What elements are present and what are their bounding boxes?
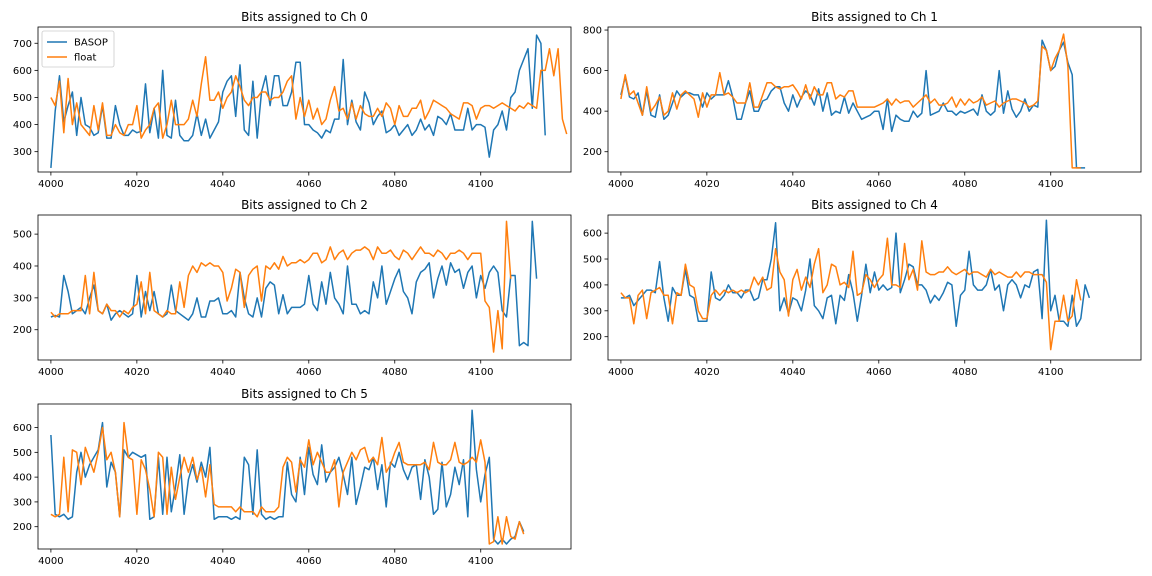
x-tick-label: 4100: [468, 179, 493, 190]
x-tick-label: 4100: [1038, 367, 1063, 378]
series-line-basop: [620, 219, 1091, 328]
x-tick-label: 4060: [296, 556, 321, 567]
x-tick-label: 4020: [124, 367, 149, 378]
y-tick-label: 700: [13, 39, 32, 50]
y-tick-label: 600: [583, 229, 602, 240]
y-tick-label: 300: [583, 306, 602, 317]
series-line-basop: [50, 34, 546, 168]
x-tick-label: 4040: [780, 367, 805, 378]
x-tick-label: 4100: [1038, 179, 1063, 190]
x-tick-label: 4060: [866, 367, 891, 378]
series-line-float: [620, 33, 1081, 169]
series-line-basop: [50, 409, 525, 545]
y-tick-label: 500: [13, 93, 32, 104]
y-tick-label: 600: [13, 423, 32, 434]
axes-frame: [607, 26, 1142, 173]
series-line-float: [50, 47, 568, 139]
y-tick-label: 200: [583, 332, 602, 343]
chart-title: Bits assigned to Ch 5: [241, 387, 368, 401]
x-tick-label: 4000: [608, 367, 633, 378]
legend: BASOP float: [41, 30, 115, 68]
x-tick-label: 4040: [210, 556, 235, 567]
y-tick-label: 500: [13, 448, 32, 459]
axes-frame: [37, 403, 572, 550]
y-tick-label: 300: [13, 147, 32, 158]
x-tick-label: 4000: [38, 367, 63, 378]
x-tick-label: 4000: [608, 179, 633, 190]
x-tick-label: 4060: [296, 367, 321, 378]
y-tick-label: 600: [13, 66, 32, 77]
y-tick-label: 500: [583, 255, 602, 266]
series-line-float: [50, 421, 525, 545]
x-tick-label: 4100: [468, 556, 493, 567]
x-tick-label: 4020: [124, 556, 149, 567]
chart-title: Bits assigned to Ch 4: [811, 198, 938, 212]
subplot-1: Bits assigned to Ch 1 4000 4020 4040 4060 408…: [583, 10, 1142, 190]
y-tick-label: 400: [13, 261, 32, 272]
series-line-float: [620, 237, 1082, 351]
x-tick-label: 4080: [382, 367, 407, 378]
x-tick-label: 4020: [694, 367, 719, 378]
x-tick-label: 4080: [382, 556, 407, 567]
series-line-float: [50, 220, 512, 353]
x-tick-label: 4040: [210, 179, 235, 190]
axes-frame: [607, 214, 1142, 361]
y-tick-label: 400: [13, 473, 32, 484]
y-tick-label: 400: [13, 120, 32, 131]
y-tick-label: 400: [583, 280, 602, 291]
y-tick-label: 500: [13, 230, 32, 241]
y-tick-label: 200: [13, 522, 32, 533]
x-tick-label: 4060: [296, 179, 321, 190]
x-tick-label: 4060: [866, 179, 891, 190]
y-tick-label: 200: [583, 147, 602, 158]
y-tick-label: 200: [13, 325, 32, 336]
axes-frame: [37, 26, 572, 173]
subplot-4: Bits assigned to Ch 5 4000 4020 4040 4060 408…: [13, 387, 572, 567]
chart-title: Bits assigned to Ch 0: [241, 10, 368, 24]
legend-label-basop: BASOP: [74, 38, 108, 49]
x-tick-label: 4080: [382, 179, 407, 190]
x-tick-label: 4080: [952, 179, 977, 190]
y-tick-label: 300: [13, 497, 32, 508]
chart-title: Bits assigned to Ch 1: [811, 10, 938, 24]
x-tick-label: 4100: [468, 367, 493, 378]
x-tick-label: 4040: [210, 367, 235, 378]
axes-frame: [37, 214, 572, 361]
chart-title: Bits assigned to Ch 2: [241, 198, 368, 212]
subplot-2: Bits assigned to Ch 2 4000 4020 4040 4060 408…: [13, 198, 572, 378]
x-tick-label: 4020: [124, 179, 149, 190]
subplot-3: Bits assigned to Ch 4 4000 4020 4040 4060 408…: [583, 198, 1142, 378]
x-tick-label: 4020: [694, 179, 719, 190]
x-tick-label: 4040: [780, 179, 805, 190]
y-tick-label: 600: [583, 66, 602, 77]
series-line-basop: [50, 220, 538, 347]
y-tick-label: 300: [13, 293, 32, 304]
legend-label-float: float: [74, 53, 97, 64]
y-tick-label: 400: [583, 107, 602, 118]
series-line-basop: [620, 39, 1086, 169]
y-tick-label: 800: [583, 26, 602, 37]
subplot-0: Bits assigned to Ch 0 4000 4020 4040 4060 408…: [13, 10, 572, 190]
x-tick-label: 4000: [38, 556, 63, 567]
x-tick-label: 4000: [38, 179, 63, 190]
legend-box: [41, 30, 115, 68]
x-tick-label: 4080: [952, 367, 977, 378]
